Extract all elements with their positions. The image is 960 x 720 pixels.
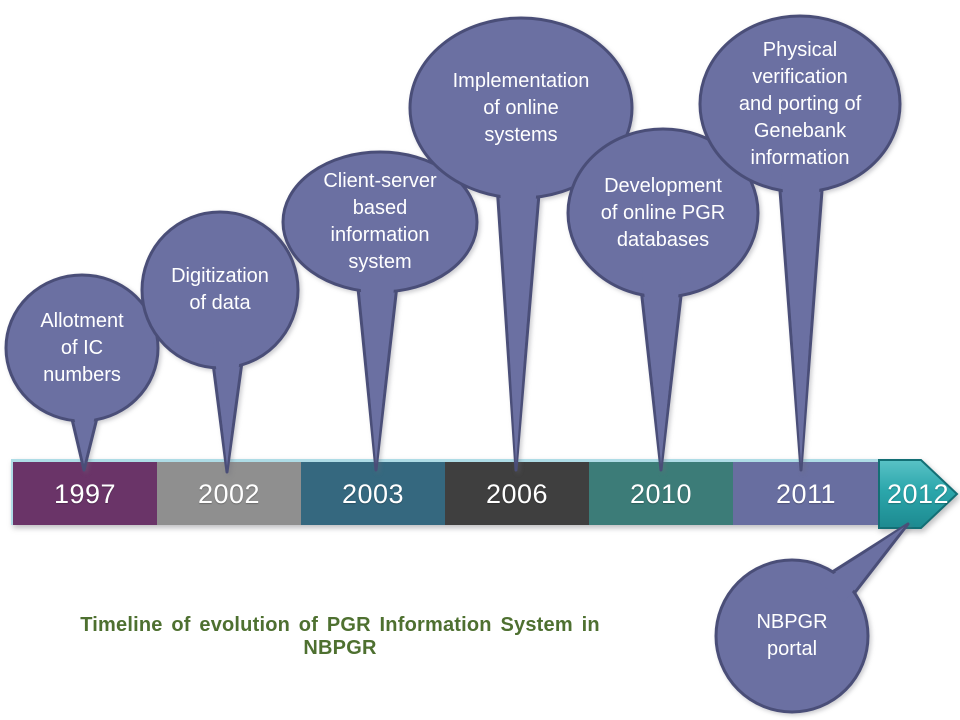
callout-1997-text: Allotment of IC numbers bbox=[40, 309, 124, 386]
year-label-2003: 2003 bbox=[341, 478, 405, 509]
timeline-segment-2003 bbox=[301, 462, 445, 525]
diagram-caption: Timeline of evolution of PGR Information… bbox=[80, 614, 600, 659]
year-label-2010: 2010 bbox=[629, 478, 693, 509]
timeline-arrow-segment-2012 bbox=[878, 459, 959, 529]
year-label-2011: 2011 bbox=[775, 478, 837, 509]
callout-2002-text: Digitization of data bbox=[171, 265, 269, 314]
year-label-2002: 2002 bbox=[197, 478, 261, 509]
year-label-1997: 1997 bbox=[53, 478, 117, 509]
bar-highlight-top bbox=[11, 459, 879, 462]
year-label-2006: 2006 bbox=[485, 478, 549, 509]
timeline-segment-2011 bbox=[733, 462, 879, 525]
callout-2011-text: Physical verification and porting of Gen… bbox=[738, 38, 862, 169]
year-label-2012: 2012 bbox=[886, 478, 950, 509]
timeline-segment-2010 bbox=[589, 462, 733, 525]
bar-highlight-left bbox=[11, 459, 14, 525]
timeline-segment-2006 bbox=[445, 462, 589, 525]
callout-2012-text: NBPGR portal bbox=[756, 611, 828, 660]
timeline-segment-1997 bbox=[13, 462, 157, 525]
